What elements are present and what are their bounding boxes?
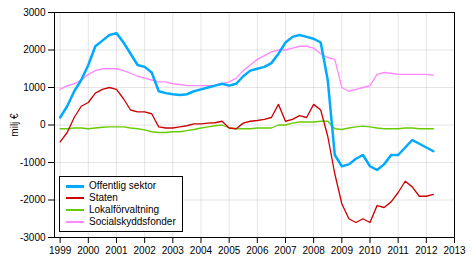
svg-text:2013: 2013 — [443, 245, 466, 256]
svg-text:-2000: -2000 — [20, 194, 46, 205]
svg-text:3000: 3000 — [23, 7, 46, 18]
svg-text:2001: 2001 — [105, 245, 128, 256]
html-text:Socialskyddsfonder: Socialskyddsfonder — [89, 216, 176, 227]
svg-text:2006: 2006 — [246, 245, 269, 256]
svg-text:2004: 2004 — [190, 245, 213, 256]
html-text:Staten: Staten — [89, 192, 118, 203]
svg-text:2009: 2009 — [331, 245, 354, 256]
svg-text:2002: 2002 — [134, 245, 157, 256]
svg-text:2008: 2008 — [303, 245, 326, 256]
svg-text:-1000: -1000 — [20, 157, 46, 168]
svg-text:-3000: -3000 — [20, 232, 46, 243]
html-text:Lokalförvaltning: Lokalförvaltning — [89, 204, 159, 215]
svg-text:2000: 2000 — [77, 245, 100, 256]
svg-text:2011: 2011 — [387, 245, 409, 256]
svg-text:0: 0 — [40, 119, 46, 130]
html-text:Offentlig sektor: Offentlig sektor — [89, 180, 157, 191]
svg-text:1000: 1000 — [23, 82, 46, 93]
svg-text:2005: 2005 — [218, 245, 241, 256]
svg-text:2000: 2000 — [23, 44, 46, 55]
svg-text:1999: 1999 — [49, 245, 72, 256]
svg-text:2007: 2007 — [274, 245, 297, 256]
svg-text:2010: 2010 — [359, 245, 382, 256]
svg-text:2012: 2012 — [415, 245, 438, 256]
svg-text:2003: 2003 — [162, 245, 185, 256]
svg-text:milj €: milj € — [9, 113, 20, 137]
